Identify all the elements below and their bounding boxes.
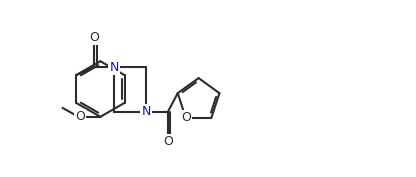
Text: O: O: [181, 111, 191, 124]
Text: N: N: [109, 61, 119, 74]
Text: O: O: [89, 31, 99, 44]
Text: O: O: [163, 135, 173, 148]
Text: O: O: [75, 110, 85, 123]
Text: N: N: [141, 105, 151, 118]
